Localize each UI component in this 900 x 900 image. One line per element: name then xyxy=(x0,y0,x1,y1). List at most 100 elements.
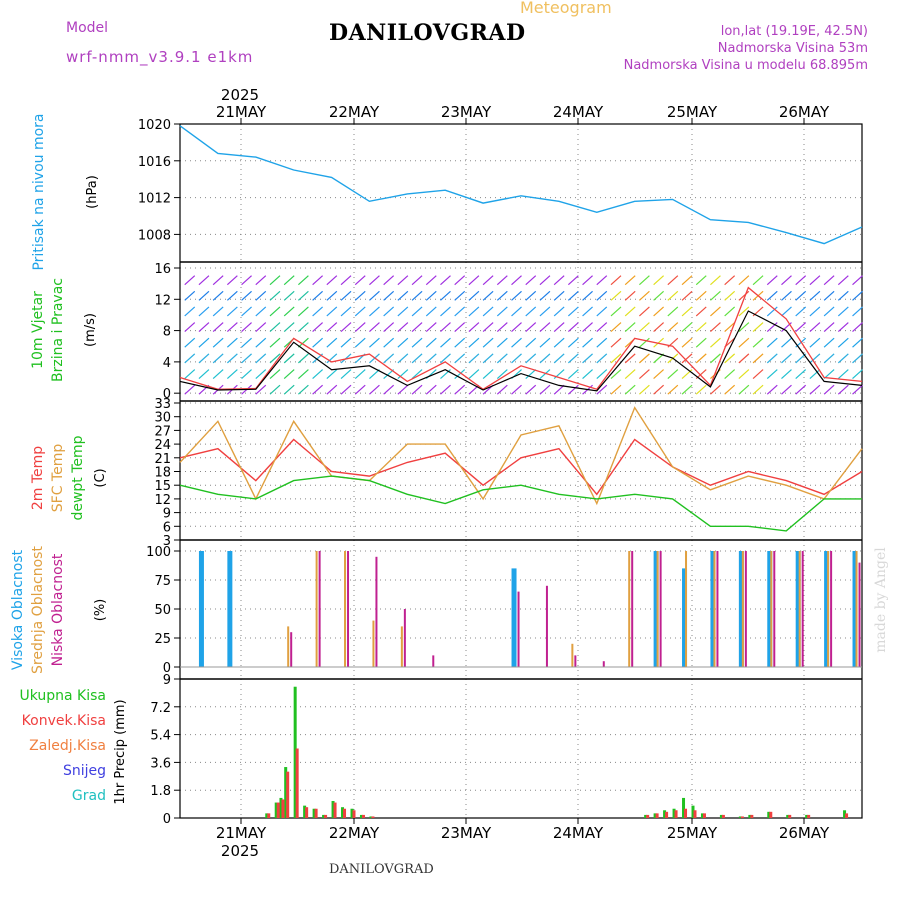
wind-arrow xyxy=(496,275,508,286)
wind-arrow xyxy=(738,369,750,379)
wind-arrow xyxy=(511,306,522,317)
y-tick-label: 12 xyxy=(154,493,171,508)
y-tick-label: 16 xyxy=(154,262,171,277)
wind-arrow xyxy=(582,369,593,379)
wind-arrow xyxy=(582,290,593,301)
wind-arrow xyxy=(639,275,650,286)
precip-bar xyxy=(322,814,326,818)
precip-bar xyxy=(807,814,811,818)
x-tick-label-top: 23MAY xyxy=(441,103,492,121)
wind-arrow xyxy=(198,384,210,395)
wind-arrow xyxy=(496,369,508,379)
wind-arrow xyxy=(710,306,721,317)
cloud-bar xyxy=(744,551,747,667)
wind-arrow xyxy=(369,337,380,348)
wind-arrow xyxy=(738,353,750,364)
cloud-bar xyxy=(773,551,776,667)
precip-bar xyxy=(693,810,697,818)
wind-arrow xyxy=(184,337,196,348)
wind-arrow xyxy=(198,337,210,348)
wind-arrow xyxy=(425,275,437,286)
wind-arrow xyxy=(226,322,238,333)
wind-arrow xyxy=(525,275,537,286)
wind-arrow xyxy=(298,290,309,301)
precip-bar xyxy=(267,813,271,818)
wind-arrow xyxy=(354,369,366,379)
precip-bar xyxy=(265,813,269,818)
wind-arrow xyxy=(283,322,295,333)
wind-arrow xyxy=(724,322,736,333)
x-year-top: 2025 xyxy=(221,86,259,104)
wind-arrow xyxy=(340,290,352,301)
wind-arrow xyxy=(582,322,593,333)
footer-title: DANILOVGRAD xyxy=(329,862,434,877)
x-year-bottom: 2025 xyxy=(221,842,259,860)
cloud-bar xyxy=(400,626,403,667)
wind-arrow xyxy=(724,384,736,395)
wind-arrow xyxy=(369,322,380,333)
temp-ylabel-1: 2m Temp xyxy=(30,446,46,510)
precip-bar xyxy=(312,808,316,818)
precip-bar xyxy=(361,814,365,818)
wind-arrow xyxy=(567,275,579,286)
wind-arrow xyxy=(653,353,665,364)
wind-arrow xyxy=(567,290,579,301)
wind-arrow xyxy=(312,290,324,301)
wind-arrow xyxy=(184,369,196,379)
wind-arrow xyxy=(837,369,849,379)
temp-line-2 xyxy=(179,475,862,532)
wind-arrow xyxy=(553,322,565,333)
wind-arrow xyxy=(681,275,693,286)
wind-arrow xyxy=(454,369,466,379)
wind-arrow xyxy=(283,306,295,317)
wind-arrow xyxy=(766,275,778,286)
wind-arrow xyxy=(809,306,821,317)
cloud-bar xyxy=(858,562,861,667)
wind-arrow xyxy=(354,275,366,286)
wind-arrow xyxy=(383,337,395,348)
wind-arrow xyxy=(482,306,494,317)
wind-arrow xyxy=(354,290,366,301)
wind-arrow xyxy=(624,384,636,395)
precip-bar xyxy=(674,810,678,818)
x-tick-label-bottom: 22MAY xyxy=(329,824,380,842)
precip-bar xyxy=(274,802,278,818)
wind-arrow xyxy=(653,322,665,333)
wind-arrow xyxy=(312,275,324,286)
wind-arrow xyxy=(667,290,679,301)
wind-arrow xyxy=(710,275,721,286)
cloud-bar xyxy=(685,551,688,667)
wind-arrow xyxy=(539,322,551,333)
temp-ylabel-3: dewpt Temp xyxy=(70,435,86,520)
precip-bar xyxy=(279,797,283,818)
wind-arrow xyxy=(283,384,295,395)
x-tick-label-bottom: 21MAY xyxy=(216,824,267,842)
temp-unit: (C) xyxy=(93,468,108,487)
wind-arrow xyxy=(397,337,409,348)
cloud-bar xyxy=(545,585,548,667)
wind-arrow xyxy=(795,322,807,333)
precip-bar xyxy=(352,810,356,818)
wind-arrow xyxy=(681,384,693,395)
wind-arrow xyxy=(667,384,679,395)
wind-arrow xyxy=(525,384,537,395)
wind-arrow xyxy=(454,353,466,364)
wind-arrow xyxy=(198,353,210,364)
cloud-bar xyxy=(710,551,716,667)
y-tick-label: 0 xyxy=(163,661,171,676)
wind-arrow xyxy=(468,275,480,286)
cloud-bar xyxy=(738,551,744,667)
cloud-bar xyxy=(830,551,833,667)
wind-arrow xyxy=(610,384,622,395)
pressure-ylabel: Pritisak na nivou mora xyxy=(31,113,47,270)
wind-arrow xyxy=(624,369,636,379)
wind-arrow xyxy=(852,337,863,348)
wind-arrow xyxy=(326,353,338,364)
wind-arrow xyxy=(766,337,778,348)
wind-arrow xyxy=(809,369,821,379)
cloud-bar xyxy=(713,551,716,667)
wind-arrow xyxy=(567,384,579,395)
wind-arrow xyxy=(738,275,750,286)
wind-arrow xyxy=(553,275,565,286)
y-tick-label: 18 xyxy=(154,466,171,481)
